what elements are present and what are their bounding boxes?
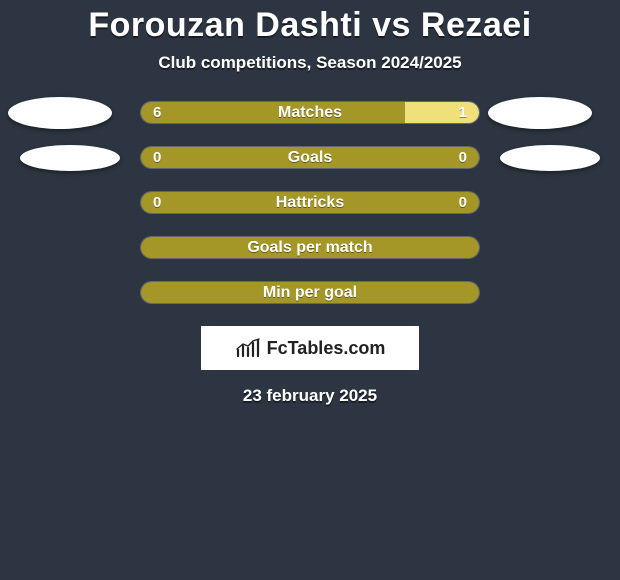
stat-row: Matches61 [0,101,620,124]
stat-left-value: 0 [153,194,161,211]
left-marker-icon [20,145,120,171]
comparison-infographic: Forouzan Dashti vs Rezaei Club competiti… [0,0,620,580]
stat-row: Goals00 [0,146,620,169]
brand-logo: FcTables.com [201,326,419,370]
page-title: Forouzan Dashti vs Rezaei [0,6,620,45]
stat-bar-left-segment [141,237,479,258]
date-label: 23 february 2025 [0,386,620,406]
stat-left-value: 0 [153,149,161,166]
brand-text: FcTables.com [267,338,386,359]
stat-row: Hattricks00 [0,191,620,214]
stat-right-value: 1 [459,104,467,121]
stat-bar: Min per goal [140,281,480,304]
stat-row: Min per goal [0,281,620,304]
stat-bar: Goals per match [140,236,480,259]
stat-bar-left-segment [141,102,405,123]
stat-right-value: 0 [459,149,467,166]
stat-right-value: 0 [459,194,467,211]
stat-rows: Matches61Goals00Hattricks00Goals per mat… [0,101,620,304]
stat-left-value: 6 [153,104,161,121]
stat-bar: Hattricks00 [140,191,480,214]
stat-bar-right-segment [405,102,479,123]
stat-row: Goals per match [0,236,620,259]
bar-chart-icon [235,338,261,358]
stat-bar-left-segment [141,147,479,168]
right-marker-icon [488,97,592,129]
stat-bar-left-segment [141,192,479,213]
stat-bar: Goals00 [140,146,480,169]
subtitle: Club competitions, Season 2024/2025 [0,53,620,73]
stat-bar: Matches61 [140,101,480,124]
stat-bar-left-segment [141,282,479,303]
left-marker-icon [8,97,112,129]
right-marker-icon [500,145,600,171]
